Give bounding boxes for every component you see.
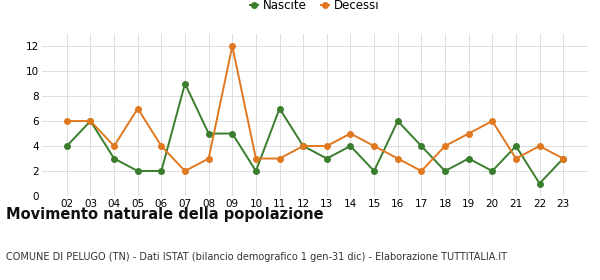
Decessi	[253, 157, 260, 160]
Decessi	[158, 144, 165, 148]
Decessi	[276, 157, 283, 160]
Decessi	[465, 132, 472, 135]
Decessi	[488, 119, 496, 123]
Decessi	[560, 157, 567, 160]
Nascite	[465, 157, 472, 160]
Nascite	[158, 169, 165, 173]
Decessi	[63, 119, 70, 123]
Decessi	[370, 144, 377, 148]
Nascite	[110, 157, 118, 160]
Decessi	[347, 132, 354, 135]
Nascite	[205, 132, 212, 135]
Nascite	[299, 144, 307, 148]
Nascite	[134, 169, 142, 173]
Nascite	[229, 132, 236, 135]
Nascite	[253, 169, 260, 173]
Line: Decessi: Decessi	[64, 43, 566, 174]
Nascite	[370, 169, 377, 173]
Decessi	[229, 45, 236, 48]
Decessi	[134, 107, 142, 110]
Nascite	[276, 107, 283, 110]
Decessi	[110, 144, 118, 148]
Nascite	[87, 119, 94, 123]
Nascite	[442, 169, 449, 173]
Decessi	[536, 144, 543, 148]
Nascite	[512, 144, 520, 148]
Decessi	[323, 144, 331, 148]
Decessi	[205, 157, 212, 160]
Nascite	[181, 82, 188, 85]
Nascite	[536, 182, 543, 185]
Decessi	[442, 144, 449, 148]
Decessi	[418, 169, 425, 173]
Decessi	[299, 144, 307, 148]
Line: Nascite: Nascite	[64, 81, 566, 186]
Decessi	[394, 157, 401, 160]
Decessi	[181, 169, 188, 173]
Decessi	[87, 119, 94, 123]
Nascite	[63, 144, 70, 148]
Nascite	[323, 157, 331, 160]
Decessi	[512, 157, 520, 160]
Legend: Nascite, Decessi: Nascite, Decessi	[245, 0, 385, 17]
Nascite	[347, 144, 354, 148]
Nascite	[394, 119, 401, 123]
Nascite	[488, 169, 496, 173]
Text: Movimento naturale della popolazione: Movimento naturale della popolazione	[6, 207, 323, 222]
Text: COMUNE DI PELUGO (TN) - Dati ISTAT (bilancio demografico 1 gen-31 dic) - Elabora: COMUNE DI PELUGO (TN) - Dati ISTAT (bila…	[6, 252, 507, 262]
Nascite	[418, 144, 425, 148]
Nascite	[560, 157, 567, 160]
